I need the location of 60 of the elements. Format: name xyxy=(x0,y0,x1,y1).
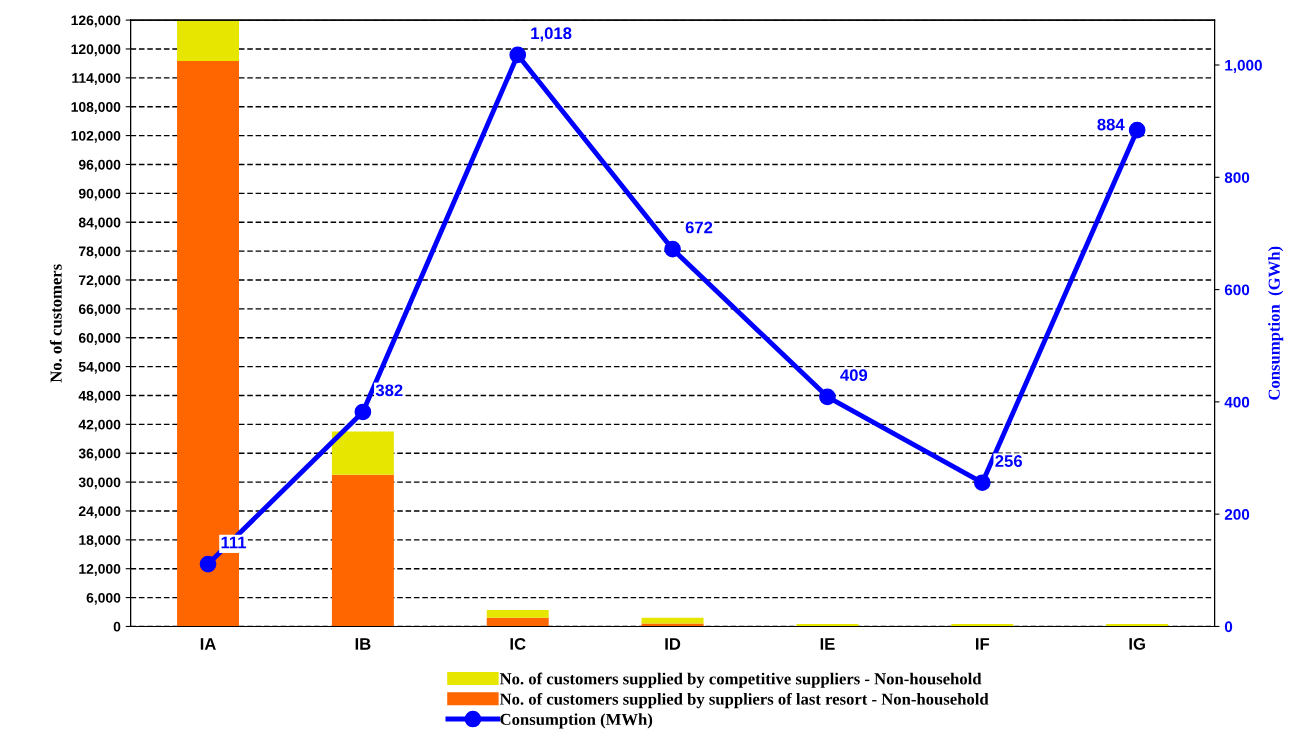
y-tick-label: 12,000 xyxy=(79,564,121,576)
point xyxy=(664,240,681,258)
legend-label: No. of customers supplied by competitive suppliers - Non-household xyxy=(499,672,982,688)
x-tick-label: IG xyxy=(1129,638,1145,650)
y2-tick-label: 200 xyxy=(1224,509,1250,520)
data-label: 884 xyxy=(1097,118,1125,131)
y2-axis-title: Consumption (GWh) xyxy=(1268,246,1284,400)
y2-tick-label: 600 xyxy=(1224,284,1250,296)
y2-tick-label: 800 xyxy=(1224,172,1250,183)
bar xyxy=(486,610,549,618)
bar xyxy=(641,617,704,624)
x-tick-label: IF xyxy=(976,638,990,650)
x-tick-label: IA xyxy=(200,638,216,650)
y-tick-label: 96,000 xyxy=(78,159,121,172)
y2-tick-label: 1,000 xyxy=(1225,59,1262,73)
y-tick-label: 36,000 xyxy=(78,448,121,461)
y-tick-label: 126,000 xyxy=(71,15,121,28)
y-tick-label: 72,000 xyxy=(79,275,121,288)
data-label: 672 xyxy=(685,221,713,234)
point xyxy=(199,555,217,573)
data-label: 409 xyxy=(840,369,868,382)
y-tick-label: 60,000 xyxy=(78,333,121,345)
y-tick-label: 66,000 xyxy=(78,304,121,317)
bar xyxy=(486,617,549,627)
y-tick-label: 54,000 xyxy=(78,361,121,374)
x-tick-label: IE xyxy=(820,638,835,650)
point xyxy=(973,474,991,492)
y-tick-label: 0 xyxy=(113,621,121,632)
y2-tick-label: 0 xyxy=(1224,621,1233,633)
legend-label: Consumption (MWh) xyxy=(500,713,653,729)
data-label: 382 xyxy=(375,384,403,397)
y-tick-label: 120,000 xyxy=(71,44,121,57)
y-tick-label: 18,000 xyxy=(79,535,121,548)
y-axis-title: No. of customers xyxy=(49,264,62,383)
point xyxy=(354,403,372,421)
bar xyxy=(331,431,394,475)
y-tick-label: 102,000 xyxy=(71,130,121,143)
bar xyxy=(331,474,394,627)
point xyxy=(509,46,527,64)
data-label: 111 xyxy=(221,536,247,549)
y-tick-label: 84,000 xyxy=(78,217,121,230)
data-label: 256 xyxy=(995,455,1022,467)
y-tick-label: 42,000 xyxy=(78,419,121,432)
y-tick-label: 24,000 xyxy=(78,506,121,519)
y-tick-label: 6,000 xyxy=(86,592,121,605)
y-tick-label: 30,000 xyxy=(78,477,121,490)
y-tick-label: 48,000 xyxy=(78,390,121,403)
point xyxy=(819,388,836,406)
y2-tick-label: 400 xyxy=(1224,396,1250,408)
point xyxy=(1128,121,1146,139)
y-tick-label: 90,000 xyxy=(78,188,121,201)
x-tick-label: IC xyxy=(510,638,526,650)
y-tick-label: 114,000 xyxy=(72,73,121,86)
x-tick-label: ID xyxy=(665,638,681,650)
y-tick-label: 108,000 xyxy=(71,102,121,114)
x-tick-label: IB xyxy=(355,638,371,650)
y-tick-label: 78,000 xyxy=(79,246,121,259)
bar xyxy=(177,20,239,61)
legend-label: No. of customers supplied by suppliers of last resort - Non-household xyxy=(499,692,989,709)
data-label: 1,018 xyxy=(531,27,572,42)
